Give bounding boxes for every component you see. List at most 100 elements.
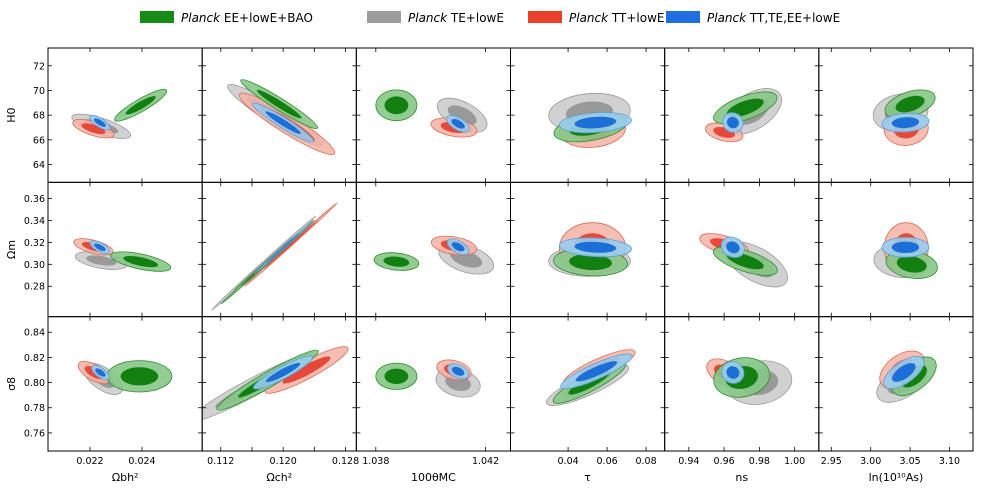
- te-inner-contour: [86, 255, 117, 266]
- ttte-inner-contour: [266, 232, 300, 264]
- x-tick-label: 0.024: [128, 456, 155, 467]
- legend-label-italic: Planck: [408, 11, 448, 25]
- panel-frame: [818, 316, 974, 452]
- x-tick-label: 1.042: [472, 456, 499, 467]
- y-axis-label: H0: [5, 108, 18, 123]
- x-tick-label: 0.96: [714, 456, 735, 467]
- legend-label-italic: Planck: [707, 11, 747, 25]
- panel-frame: [47, 181, 203, 318]
- panel-1-4: [699, 233, 788, 288]
- tt-inner-contour: [263, 220, 318, 269]
- y-tick-label: 64: [33, 160, 45, 171]
- x-tick-label: 1.00: [784, 456, 805, 467]
- legend-item: Planck TT,TE,EE+lowE: [666, 11, 840, 25]
- ee-inner-contour: [569, 254, 612, 271]
- legend-swatch: [367, 11, 401, 23]
- legend-label-italic: Planck: [181, 11, 221, 25]
- legend-swatch: [528, 11, 562, 23]
- ttte-inner-contour: [94, 243, 106, 252]
- panel-1-2: [373, 235, 495, 275]
- ttte-inner-contour: [574, 241, 617, 253]
- x-tick-label: 0.112: [207, 456, 234, 467]
- x-axis-label: 100θMC: [411, 471, 456, 484]
- x-tick-label: 3.10: [939, 456, 960, 467]
- tick-layer: 0.022 0.024 0.112 0.120 0.128 1.038 1.042 0.04 0…: [24, 48, 973, 467]
- ee-inner-contour: [120, 367, 159, 386]
- x-tick-label: 2.95: [821, 456, 842, 467]
- x-tick-label: 3.00: [860, 456, 881, 467]
- panel-0-3: [548, 92, 632, 148]
- panel-1-5: [873, 222, 938, 279]
- legend-label-rest: TT,TE,EE+lowE: [746, 11, 840, 25]
- frame-layer: [47, 47, 974, 452]
- legend-label: Planck TT,TE,EE+lowE: [707, 11, 840, 25]
- panel-2-4: [706, 357, 793, 405]
- legend-label: Planck EE+lowE+BAO: [181, 11, 313, 25]
- panel-1-3: [548, 222, 632, 277]
- x-tick-label: 0.04: [558, 456, 579, 467]
- ee-inner-contour: [896, 255, 927, 273]
- y-tick-label: 0.36: [24, 194, 45, 205]
- panel-2-3: [546, 349, 636, 406]
- panel-2-1: [202, 346, 349, 423]
- ttte-inner-contour: [265, 111, 301, 134]
- x-axis-label: Ωch²: [266, 471, 292, 484]
- x-axis-label: τ: [584, 471, 591, 484]
- y-tick-label: 0.78: [24, 403, 45, 414]
- contour-layer: [71, 79, 938, 423]
- panel-frame: [355, 181, 512, 318]
- x-axis-label: ln(10¹⁰As): [869, 471, 924, 484]
- legend-label: Planck TE+lowE: [408, 11, 504, 25]
- ttte-inner-contour: [892, 363, 916, 382]
- x-tick-label: 0.94: [678, 456, 699, 467]
- x-tick-label: 0.120: [270, 456, 297, 467]
- y-tick-label: 0.32: [24, 238, 45, 249]
- ttte-inner-contour: [451, 242, 465, 252]
- panel-frame: [355, 47, 512, 183]
- y-tick-label: 0.80: [24, 378, 45, 389]
- tt-inner-contour: [282, 356, 331, 384]
- x-tick-label: 0.022: [76, 456, 103, 467]
- panel-0-5: [872, 89, 936, 146]
- y-tick-label: 0.30: [24, 260, 45, 271]
- panel-2-2: [375, 359, 481, 398]
- ttte-inner-contour: [575, 361, 618, 382]
- panel-2-5: [876, 350, 937, 403]
- ee-inner-contour: [125, 96, 156, 115]
- y-tick-label: 0.28: [24, 282, 45, 293]
- panel-0-4: [705, 88, 782, 143]
- legend-label-rest: TE+lowE: [447, 11, 504, 25]
- ee-inner-contour: [895, 95, 925, 113]
- panel-0-2: [375, 89, 488, 138]
- label-layer: Ωbh² Ωch² 100θMC τ ns ln(10¹⁰As) H0 Ωm σ8: [5, 108, 923, 484]
- ee-inner-contour: [726, 98, 764, 118]
- legend-item: Planck TE+lowE: [367, 11, 504, 25]
- ttte-inner-contour: [891, 241, 920, 253]
- panel-0-0: [71, 89, 168, 139]
- x-axis-label: Ωbh²: [112, 471, 139, 484]
- legend-label-italic: Planck: [569, 11, 609, 25]
- y-tick-label: 0.34: [24, 216, 45, 227]
- legend-swatch: [140, 11, 174, 23]
- x-axis-label: ns: [735, 471, 748, 484]
- ttte-inner-contour: [265, 362, 301, 383]
- ee-inner-contour: [256, 89, 302, 119]
- y-tick-label: 70: [33, 86, 45, 97]
- y-tick-label: 68: [33, 111, 45, 122]
- legend-label: Planck TT+lowE: [569, 11, 664, 25]
- te-inner-contour: [447, 105, 477, 126]
- ttte-inner-contour: [726, 241, 740, 254]
- panel-1-0: [73, 238, 172, 272]
- ttte-inner-contour: [726, 116, 739, 129]
- ee-inner-contour: [123, 255, 159, 268]
- x-tick-label: 0.08: [635, 456, 656, 467]
- ttte-inner-contour: [891, 117, 920, 129]
- x-tick-label: 0.06: [597, 456, 618, 467]
- legend-item: Planck TT+lowE: [528, 11, 664, 25]
- panel-1-1: [211, 202, 338, 311]
- y-tick-label: 0.84: [24, 328, 45, 339]
- y-axis-label: σ8: [5, 377, 18, 391]
- panel-2-0: [77, 360, 173, 395]
- y-tick-label: 0.76: [24, 428, 45, 439]
